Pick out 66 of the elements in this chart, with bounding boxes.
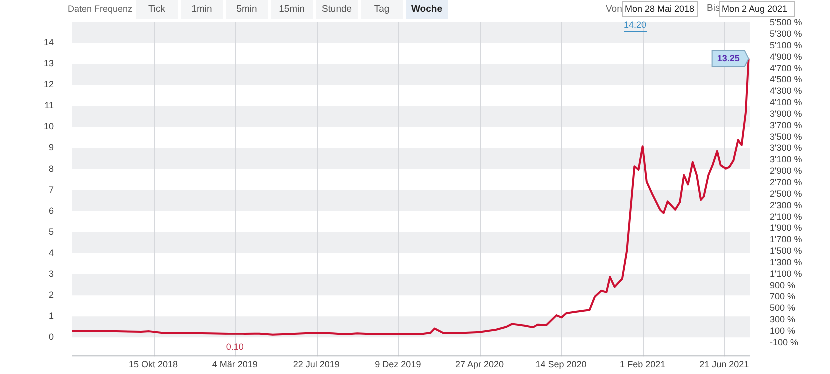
y-tick-label: 13 [44,58,54,69]
y2-tick-label: 1'900 % [770,223,802,234]
text: Tag [361,0,403,19]
y-tick-label: 2 [48,290,54,300]
y2-tick-label: 5'300 % [770,29,802,40]
y-tick-label: 5 [48,226,54,237]
x-tick-label: 9 Dez 2019 [375,359,422,370]
y-tick-label: 4 [48,248,54,258]
y-tick-label: 10 [44,122,54,132]
text: Woche [406,0,448,19]
y2-tick-label: 3'900 % [770,108,802,119]
x-tick-label: 14 Sep 2020 [536,359,587,370]
y2-tick-label: 700 % [770,292,796,302]
text: Daten Frequenz [68,3,133,16]
text: 5min [226,0,268,19]
y2-tick-label: 3'500 % [770,132,802,142]
x-tick-label: 1 Feb 2021 [620,359,666,370]
y2-tick-label: 500 % [770,303,796,314]
y2-tick-label: 2'100 % [770,212,802,222]
annotation: 13.25 [717,53,740,64]
y2-tick-label: 2'700 % [770,178,802,188]
text: Mon 2 Aug 2021 [719,1,795,17]
y2-tick-label: 1'700 % [770,234,802,245]
annotation: 0.10 [226,342,244,352]
y-tick-label: 0 [48,332,54,342]
y2-tick-label: 1'300 % [770,257,802,268]
y-tick-label: 1 [48,311,54,322]
text: Mon 28 Mai 2018 [622,1,698,17]
text: Stunde [316,0,358,19]
y-tick-label: 8 [48,164,54,174]
y2-tick-label: 1'100 % [770,268,802,279]
y2-tick-label: 5'500 % [770,18,802,28]
y-tick-label: 14 [44,38,54,48]
y2-tick-label: 900 % [770,280,796,290]
y-tick-label: 6 [48,206,54,216]
x-tick-label: 4 Mär 2019 [212,359,258,370]
x-tick-label: 27 Apr 2020 [455,359,504,370]
y2-tick-label: 4'300 % [770,86,802,96]
y2-tick-label: 4'900 % [770,52,802,62]
y2-tick-label: 100 % [770,326,796,336]
x-tick-label: 15 Okt 2018 [129,359,178,370]
y2-tick-label: 2'500 % [770,188,802,199]
y2-tick-label: 1'500 % [770,246,802,256]
y-tick-label: 9 [48,142,54,153]
x-tick-label: 22 Jul 2019 [293,359,340,370]
y2-tick-label: 3'300 % [770,143,802,154]
y-tick-label: 11 [44,100,54,111]
text: Tick [136,0,178,19]
y-tick-label: 7 [48,184,54,195]
y2-tick-label: 4'500 % [770,74,802,85]
y2-tick-label: 3'100 % [770,154,802,165]
y2-tick-label: 4'700 % [770,63,802,74]
y-tick-label: 3 [48,269,54,280]
y2-tick-label: 4'100 % [770,98,802,108]
text: Von [606,3,622,17]
y2-tick-label: 300 % [770,314,796,325]
x-tick-label: 21 Jun 2021 [700,359,750,370]
y-tick-label: 12 [44,80,54,90]
annotation: 14.20 [624,20,647,32]
text: 15min [271,0,313,19]
y2-tick-label: 3'700 % [770,120,802,130]
y2-tick-label: 5'100 % [770,40,802,50]
y2-tick-label: 2'300 % [770,200,802,210]
y2-tick-label: -100 % [770,337,799,348]
y2-tick-label: 2'900 % [770,166,802,176]
text: 1min [181,0,223,19]
